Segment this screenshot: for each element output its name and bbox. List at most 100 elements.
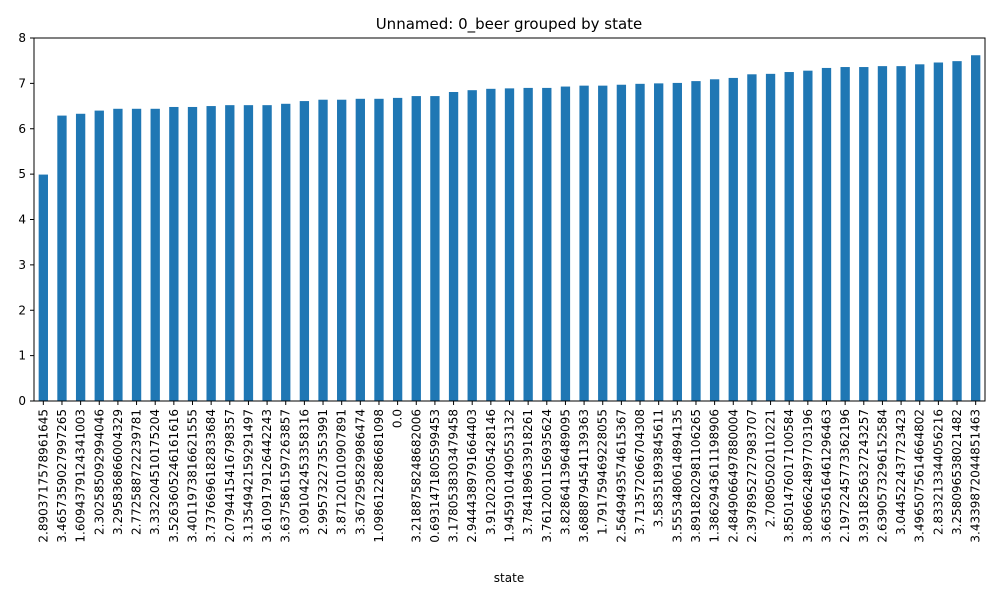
x-tick-label: 2.0794415416798357	[223, 409, 237, 543]
y-tick-label: 0	[18, 394, 26, 408]
y-tick-label: 8	[18, 31, 26, 45]
x-tick-label: 3.5263605246161616	[167, 409, 181, 543]
x-tick-label: 3.7612001156935624	[540, 409, 554, 543]
bar	[709, 79, 720, 401]
x-tick-label: 3.044522437723423	[894, 409, 908, 535]
x-tick-label: 0.6931471805599453	[428, 409, 442, 543]
x-tick-label: 2.302585092994046	[92, 409, 106, 535]
bar	[281, 103, 291, 401]
bar	[225, 105, 235, 401]
x-tick-label: 3.5553480614894135	[670, 409, 684, 543]
bar	[467, 90, 477, 402]
bars-group	[38, 55, 981, 402]
x-tick-label: 3.6375861597263857	[279, 409, 293, 543]
x-tick-label: 2.4849066497880004	[726, 409, 740, 543]
bar	[486, 88, 496, 401]
bar	[560, 86, 571, 402]
bar	[169, 106, 179, 401]
bar	[38, 174, 48, 401]
x-tick-label: 3.6109179126442243	[260, 409, 274, 543]
x-tick-label: 3.295836866004329	[111, 409, 125, 535]
bar	[933, 62, 944, 401]
bar	[915, 64, 925, 401]
x-tick-label: 3.1354942159291497	[241, 409, 255, 543]
y-tick-label: 7	[18, 76, 26, 90]
bar	[504, 88, 515, 402]
bar	[840, 67, 850, 401]
bar	[150, 108, 160, 401]
bar	[784, 72, 794, 401]
bar	[94, 110, 104, 401]
bar	[430, 96, 440, 401]
bar	[877, 66, 888, 401]
x-tick-label: 3.6635616461296463	[820, 409, 834, 543]
bar	[75, 113, 86, 402]
bar	[635, 83, 645, 402]
bar	[747, 74, 757, 402]
x-tick-label: 3.8501476017100584	[782, 409, 796, 543]
bar	[542, 87, 552, 401]
x-tick-label: 3.7376696182833684	[204, 409, 218, 543]
bar	[728, 77, 738, 402]
x-tick-label: 2.772588722239781	[130, 409, 144, 535]
x-tick-label: 3.1780538303479458	[447, 409, 461, 543]
bar	[113, 108, 123, 401]
x-tick-label: 3.828641396489095	[558, 409, 572, 535]
x-tick-label: 3.871201010907891	[335, 409, 349, 535]
y-tick-label: 1	[18, 349, 26, 363]
bar	[243, 105, 254, 401]
bar	[821, 67, 832, 401]
x-tick-label: 2.5649493574615367	[614, 409, 628, 543]
x-tick-label: 3.784189633918261	[521, 409, 535, 535]
x-tick-label: 2.995732273553991	[316, 409, 330, 535]
x-tick-label: 2.8903717578961645	[36, 409, 50, 543]
x-tick-label: 2.3978952727983707	[745, 409, 759, 543]
x-tick-label: 1.0986122886681098	[372, 409, 386, 543]
x-tick-label: 3.58351893845611	[652, 409, 666, 527]
x-tick-label: 3.8918202981106265	[689, 409, 703, 543]
bar	[355, 98, 365, 402]
x-tick-label: 3.9318256327243257	[857, 409, 871, 543]
bar	[579, 85, 589, 402]
y-tick-label: 3	[18, 258, 26, 272]
bar	[318, 99, 328, 402]
x-tick-label: 1.6094379124341003	[74, 409, 88, 543]
bar	[374, 98, 384, 402]
x-tick-label: 0.0	[391, 409, 405, 428]
x-tick-label: 3.4339872044851463	[969, 409, 983, 543]
bar	[187, 106, 198, 401]
x-tick-label: 2.6390573296152584	[875, 409, 889, 543]
x-axis-label: state	[494, 571, 524, 585]
y-tick-label: 6	[18, 122, 26, 136]
bar	[299, 101, 310, 401]
x-tick-label: 2.1972245773362196	[838, 409, 852, 543]
bar	[448, 91, 459, 401]
y-tick-label: 4	[18, 213, 26, 227]
x-tick-label: 2.70805020110221	[764, 409, 778, 527]
bar	[131, 108, 142, 401]
bar	[616, 84, 627, 401]
x-tick-label: 3.6888794541139363	[577, 409, 591, 543]
bar	[691, 81, 701, 401]
y-tick-label: 5	[18, 167, 26, 181]
bar	[598, 85, 608, 402]
x-tick-label: 3.091042453358316	[297, 409, 311, 535]
x-tick-label: 1.3862943611198906	[708, 409, 722, 543]
x-tick-label: 3.2188758248682006	[409, 409, 423, 543]
x-tick-label: 1.9459101490553132	[503, 409, 517, 543]
bar	[411, 96, 421, 401]
x-tick-label: 3.4011973816621555	[186, 409, 200, 543]
bar	[337, 99, 347, 402]
bar	[523, 87, 533, 401]
x-tick-label: 3.4965075614664802	[913, 409, 927, 543]
x-tick-label: 3.8066624897703196	[801, 409, 815, 543]
y-tick-label: 2	[18, 303, 26, 317]
bar	[672, 82, 682, 401]
x-tick-label: 3.4657359027997265	[55, 409, 69, 543]
bar	[952, 61, 962, 402]
bar	[765, 73, 776, 401]
x-tick-label: 3.912023005428146	[484, 409, 498, 535]
x-tick-label: 3.332204510175204	[148, 409, 162, 535]
x-tick-label: 3.367295829986474	[353, 409, 367, 535]
x-tick-label: 3.713572066704308	[633, 409, 647, 535]
